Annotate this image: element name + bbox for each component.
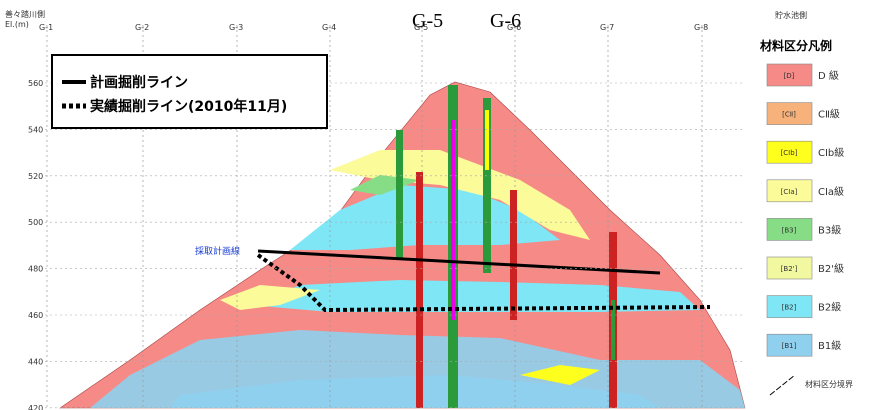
borehole: [396, 130, 403, 260]
elevation-label: 520: [28, 172, 43, 181]
boundary-label: 材料区分境界: [805, 379, 853, 389]
elevation-label: 460: [28, 311, 43, 320]
legend-code: [B1]: [782, 342, 797, 350]
grid-label: G-3: [229, 23, 243, 32]
legend-name: B3級: [818, 223, 841, 236]
page: 善々踏川側 El.(m) 貯水池側 G-5 G-6 G-1G-2G-3G-4G-…: [0, 0, 873, 410]
grid-label: G-5: [414, 23, 428, 32]
grid-label: G-1: [39, 23, 53, 32]
right-side: 貯水池側: [775, 10, 807, 20]
legend-name: B1級: [818, 339, 841, 352]
borehole: [451, 120, 455, 320]
elevation-label: 500: [28, 218, 43, 227]
legend-name: B2級: [818, 301, 841, 314]
axis-label: El.(m): [5, 20, 29, 29]
grid-label: G-8: [694, 23, 708, 32]
borehole: [510, 190, 517, 320]
grid-label: G-2: [135, 23, 149, 32]
elevation-label: 480: [28, 265, 43, 274]
legend-name: B2'級: [818, 262, 844, 275]
elevation-label: 420: [28, 404, 43, 410]
boundary-symbol: [770, 375, 795, 395]
legend-code: [D]: [784, 72, 795, 80]
grid-label: G-6: [507, 23, 521, 32]
grid-label: G-7: [600, 23, 614, 32]
legend-actual: 実績掘削ライン(2010年11月): [90, 98, 287, 115]
legend-name: D 級: [818, 69, 839, 82]
legend-code: [B2']: [781, 265, 798, 273]
elevation-label: 560: [28, 79, 43, 88]
legend-code: [CⅡ]: [782, 111, 796, 119]
left-side: 善々踏川側: [5, 9, 45, 19]
annotation: 採取計画線: [195, 245, 240, 257]
legend-code: [B2]: [782, 304, 797, 312]
legend-name: CⅡ級: [818, 108, 840, 121]
legend-code: [B3]: [782, 226, 797, 234]
borehole: [416, 172, 423, 408]
grid-labels: G-1 G-2 G-3 G-4 G-5 G-6 G-7 G-8: [39, 23, 708, 32]
legend-name: CⅠa級: [818, 185, 844, 198]
line-legend-box: [52, 55, 327, 128]
legend-name: CⅠb級: [818, 146, 844, 159]
elevation-label: 540: [28, 125, 43, 134]
grid-label: G-4: [322, 23, 336, 32]
borehole: [485, 110, 489, 170]
legend-title: 材料区分凡例: [759, 38, 832, 53]
legend-code: [CⅠb]: [781, 149, 798, 157]
material-legend: [D] D 級 [CⅡ] CⅡ級 [CⅠb] CⅠb級 [CⅠa] CⅠa級 [B3] B3級 [B…: [767, 64, 844, 356]
legend-planned: 計画掘削ライン: [90, 74, 188, 91]
legend-code: [CⅠa]: [781, 188, 798, 196]
elevation-label: 440: [28, 357, 43, 366]
